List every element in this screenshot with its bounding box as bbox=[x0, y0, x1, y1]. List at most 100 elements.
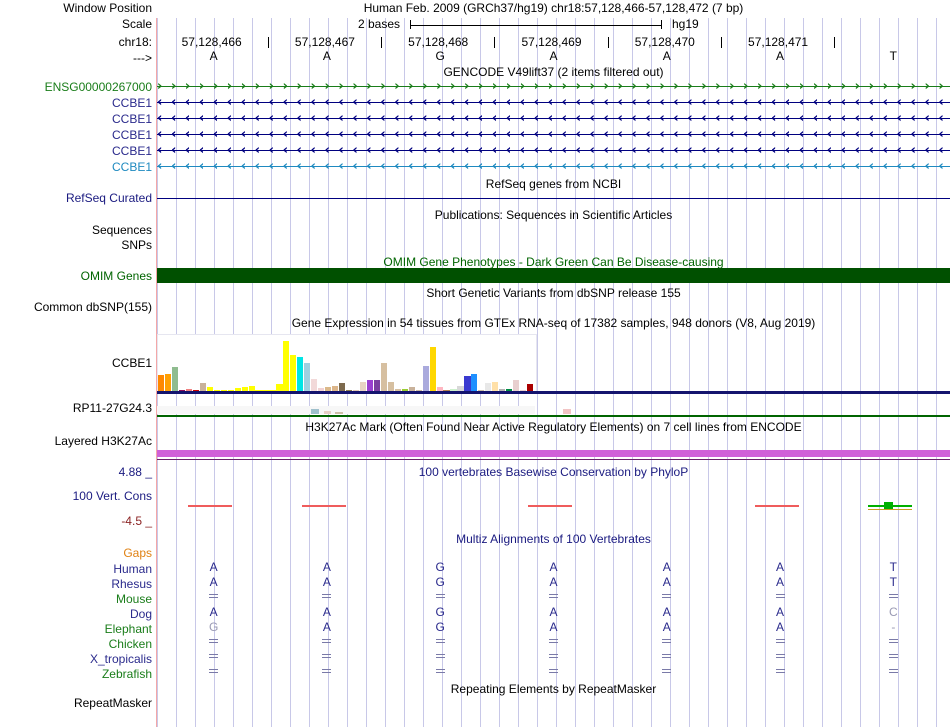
gtex-tissue-bar[interactable] bbox=[290, 355, 297, 392]
species-label-human[interactable]: Human bbox=[113, 562, 152, 576]
alignment-gap-marker bbox=[772, 669, 788, 673]
gtex-tissue-bar[interactable] bbox=[325, 387, 332, 392]
gtex-tissue-bar[interactable] bbox=[492, 382, 499, 392]
gtex-tissue-bar[interactable] bbox=[429, 347, 436, 392]
alignment-base: A bbox=[776, 605, 785, 619]
gtex-tissue-bar[interactable] bbox=[339, 383, 346, 392]
ruler-tick bbox=[607, 37, 609, 48]
gtex-tissue-bar[interactable] bbox=[297, 357, 304, 392]
gtex-tissue-bar[interactable] bbox=[506, 389, 513, 392]
species-label-chicken[interactable]: Chicken bbox=[108, 637, 152, 651]
gtex-tissue-bar[interactable] bbox=[394, 389, 401, 392]
gtex-tissue-bar[interactable] bbox=[185, 389, 192, 392]
ruler-position-label: 57,128,470 bbox=[634, 35, 695, 49]
gtex-tissue-bar[interactable] bbox=[436, 387, 443, 392]
assembly-position-text: Human Feb. 2009 (GRCh37/hg19) chr18:57,1… bbox=[363, 1, 744, 15]
alignment-gap-marker bbox=[772, 654, 788, 658]
gtex-tissue-bar[interactable] bbox=[513, 380, 520, 392]
multiz-track-title: Multiz Alignments of 100 Vertebrates bbox=[456, 532, 651, 546]
gtex-tissue-bar[interactable] bbox=[450, 389, 457, 392]
assembly-db-label: hg19 bbox=[672, 17, 699, 31]
species-label-rhesus[interactable]: Rhesus bbox=[111, 577, 152, 591]
gtex-tissue-bar[interactable] bbox=[311, 379, 318, 392]
gene-strand-arrow-row[interactable]: ‹ ‹ ‹ ‹ ‹ ‹ ‹ ‹ ‹ ‹ ‹ ‹ ‹ ‹ ‹ ‹ ‹ ‹ ‹ ‹ … bbox=[157, 144, 950, 157]
gtex-tissue-bar[interactable] bbox=[359, 382, 367, 392]
alignment-row bbox=[157, 590, 950, 605]
gtex-tissue-bar[interactable] bbox=[527, 384, 534, 392]
gene-row-label[interactable]: CCBE1 bbox=[111, 112, 152, 126]
gtex-tissue-bar[interactable] bbox=[401, 389, 408, 392]
lnc-feature-line bbox=[157, 415, 950, 417]
gtex-tissue-bar[interactable] bbox=[199, 383, 206, 392]
gtex-tissue-bar[interactable] bbox=[283, 341, 290, 392]
gene-strand-arrow-row[interactable]: ‹ ‹ ‹ ‹ ‹ ‹ ‹ ‹ ‹ ‹ ‹ ‹ ‹ ‹ ‹ ‹ ‹ ‹ ‹ ‹ … bbox=[157, 112, 950, 125]
phylop-base-mark bbox=[755, 505, 799, 507]
reference-base: G bbox=[435, 49, 445, 63]
gtex-tissue-bar[interactable] bbox=[276, 384, 283, 392]
gene-intron-line bbox=[157, 134, 950, 135]
gtex-tissue-bar[interactable] bbox=[471, 374, 478, 392]
gtex-bar-chart[interactable] bbox=[157, 334, 537, 392]
species-label-zebrafish[interactable]: Zebrafish bbox=[101, 667, 152, 681]
gene-row-label[interactable]: CCBE1 bbox=[111, 128, 152, 142]
gtex-tissue-bar[interactable] bbox=[408, 387, 415, 392]
gtex-tissue-bar[interactable] bbox=[380, 363, 387, 392]
phylop-gap-block bbox=[884, 502, 893, 509]
gtex-tissue-bar[interactable] bbox=[206, 387, 213, 392]
alignment-base: A bbox=[322, 575, 331, 589]
gene-row-label[interactable]: CCBE1 bbox=[111, 144, 152, 158]
gtex-tissue-bar[interactable] bbox=[499, 389, 506, 392]
gene-strand-arrow-row[interactable]: ‹ ‹ ‹ ‹ ‹ ‹ ‹ ‹ ‹ ‹ ‹ ‹ ‹ ‹ ‹ ‹ ‹ ‹ ‹ ‹ … bbox=[157, 160, 950, 173]
species-label-x_tropicalis[interactable]: X_tropicalis bbox=[89, 652, 152, 666]
gtex-tissue-bar[interactable] bbox=[366, 380, 374, 392]
gtex-tissue-bar[interactable] bbox=[373, 380, 380, 392]
gtex-tissue-bar[interactable] bbox=[304, 363, 311, 392]
gene-row-label[interactable]: CCBE1 bbox=[111, 96, 152, 110]
species-label-dog[interactable]: Dog bbox=[129, 607, 152, 621]
gtex-tissue-bar[interactable] bbox=[241, 387, 248, 392]
alignment-gap-marker bbox=[659, 669, 675, 673]
gtex-tissue-bar[interactable] bbox=[387, 382, 394, 392]
gtex-tissue-bar[interactable] bbox=[485, 383, 492, 392]
gtex-tissue-bar[interactable] bbox=[158, 375, 165, 392]
ruler-tick bbox=[494, 37, 496, 48]
ruler-position-label: 57,128,471 bbox=[748, 35, 809, 49]
gtex-tissue-bar[interactable] bbox=[171, 367, 179, 392]
scale-text: 2 bases bbox=[357, 17, 400, 31]
alignment-base: A bbox=[549, 605, 558, 619]
gtex-tissue-bar[interactable] bbox=[457, 386, 464, 392]
species-label-mouse[interactable]: Mouse bbox=[115, 592, 152, 606]
ruler-tick bbox=[380, 37, 382, 48]
h3k27ac-track-title: H3K27Ac Mark (Often Found Near Active Re… bbox=[305, 420, 802, 434]
alignment-base: A bbox=[322, 620, 331, 634]
alignment-gap-marker bbox=[319, 594, 335, 598]
gtex-gene-label: CCBE1 bbox=[111, 356, 152, 370]
phylop-signal-area[interactable] bbox=[157, 464, 950, 530]
gtex-tissue-bar[interactable] bbox=[164, 374, 172, 392]
gtex-tissue-bar[interactable] bbox=[422, 366, 429, 392]
gene-strand-arrow-row[interactable]: ‹ ‹ ‹ ‹ ‹ ‹ ‹ ‹ ‹ ‹ ‹ ‹ ‹ ‹ ‹ ‹ ‹ ‹ ‹ ‹ … bbox=[157, 96, 950, 109]
alignment-gap-marker bbox=[432, 594, 448, 598]
strand-arrow-left-icon: ‹ ‹ ‹ ‹ ‹ ‹ ‹ ‹ ‹ ‹ ‹ ‹ ‹ ‹ ‹ ‹ ‹ ‹ ‹ ‹ … bbox=[157, 160, 950, 173]
phylop-track-title: 100 vertebrates Basewise Conservation by… bbox=[418, 465, 689, 479]
alignment-gap-marker bbox=[772, 594, 788, 598]
gtex-tissue-bar[interactable] bbox=[318, 388, 325, 392]
species-label-elephant[interactable]: Elephant bbox=[104, 622, 152, 636]
gene-row-label[interactable]: ENSG00000267000 bbox=[44, 80, 152, 94]
sequences-label: Sequences bbox=[91, 223, 152, 237]
gtex-tissue-bar[interactable] bbox=[332, 386, 339, 392]
gtex-tissue-bar[interactable] bbox=[248, 386, 255, 392]
alignment-row bbox=[157, 650, 950, 665]
alignment-gap-marker bbox=[432, 654, 448, 658]
gene-intron-line bbox=[157, 102, 950, 103]
gtex-tissue-bar[interactable] bbox=[234, 388, 241, 392]
gene-strand-arrow-row[interactable]: ‹ ‹ ‹ ‹ ‹ ‹ ‹ ‹ ‹ ‹ ‹ ‹ ‹ ‹ ‹ ‹ ‹ ‹ ‹ ‹ … bbox=[157, 128, 950, 141]
gtex-tissue-bar[interactable] bbox=[464, 376, 471, 392]
gene-row-label[interactable]: CCBE1 bbox=[111, 160, 152, 174]
phylop-base-mark bbox=[188, 505, 232, 507]
gene-strand-arrow-row[interactable]: › › › › › › › › › › › › › › › › › › › › … bbox=[157, 80, 950, 93]
phylop-max-label: 4.88 _ bbox=[118, 465, 152, 479]
